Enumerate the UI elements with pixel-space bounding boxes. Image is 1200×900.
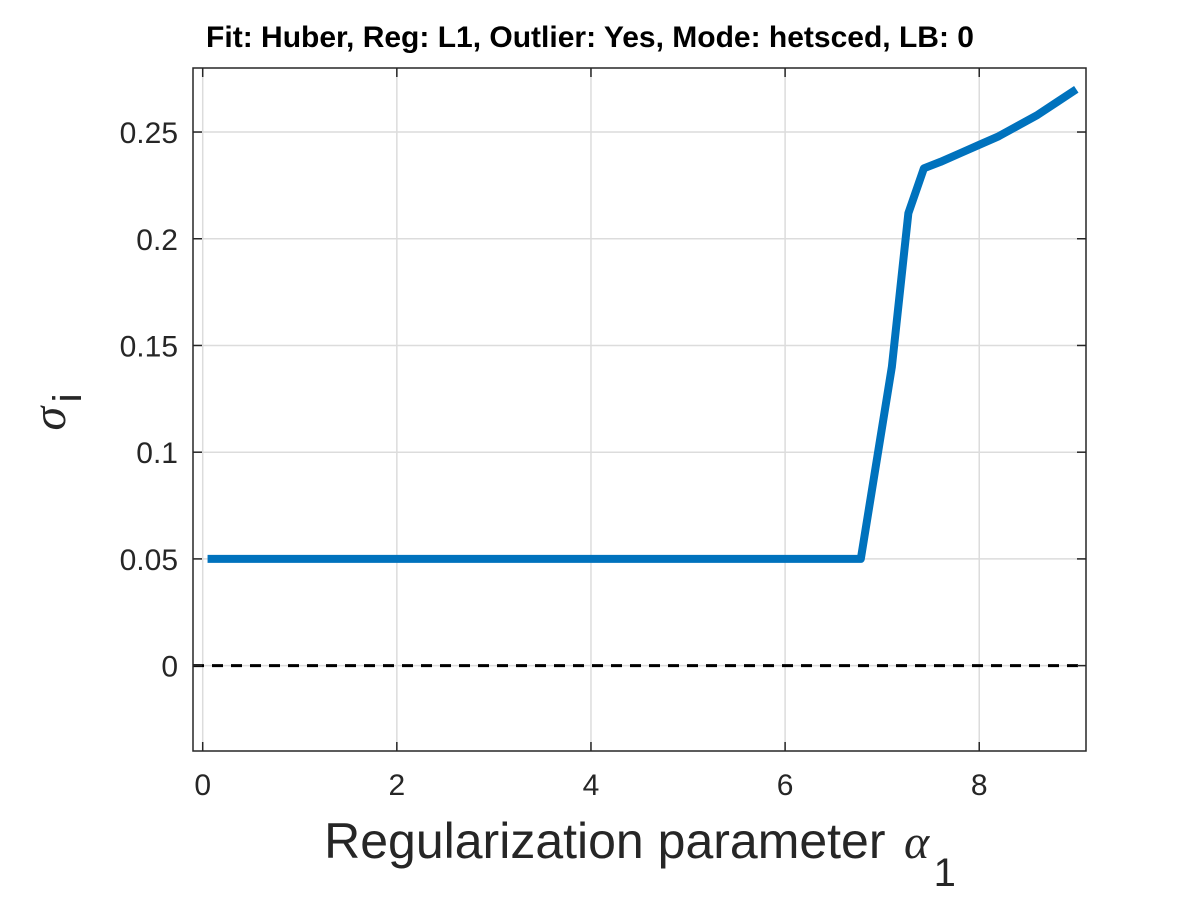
x-tick-label: 8 <box>971 769 988 802</box>
tick-marks <box>193 68 1086 751</box>
x-tick-label: 0 <box>194 769 211 802</box>
plot-frame <box>192 67 1087 752</box>
y-tick-label: 0.05 <box>120 544 178 577</box>
y-tick-label: 0 <box>161 651 178 684</box>
x-axis-label: Regularization parameter α 1 <box>324 813 956 895</box>
x-tick-label: 2 <box>388 769 405 802</box>
x-axis-label-text: Regularization parameter <box>324 813 885 869</box>
y-tick-labels: 0 0.05 0.1 0.15 0.2 0.25 <box>120 117 178 684</box>
y-axis-label-symbol: σ <box>23 405 76 431</box>
chart-title: Fit: Huber, Reg: L1, Outlier: Yes, Mode:… <box>206 21 974 54</box>
series-line <box>207 86 1079 563</box>
x-tick-label: 4 <box>583 769 600 802</box>
y-tick-label: 0.15 <box>120 330 178 363</box>
x-tick-labels: 0 2 4 6 8 <box>194 769 987 802</box>
x-axis-label-subscript: 1 <box>934 851 956 895</box>
y-tick-label: 0.1 <box>136 437 178 470</box>
x-tick-label: 6 <box>777 769 794 802</box>
y-axis-label-subscript: i <box>46 393 90 402</box>
series-layer <box>207 86 1079 563</box>
y-axis-label: σ i <box>23 393 90 430</box>
y-tick-label: 0.25 <box>120 117 178 150</box>
y-tick-label: 0.2 <box>136 224 178 257</box>
x-axis-label-symbol: α <box>904 816 930 869</box>
